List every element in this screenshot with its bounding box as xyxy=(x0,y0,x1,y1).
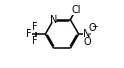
Text: O: O xyxy=(88,23,96,33)
Text: N: N xyxy=(50,15,57,25)
Text: −: − xyxy=(91,22,98,31)
Text: F: F xyxy=(26,29,32,39)
Text: F: F xyxy=(31,36,37,46)
Text: F: F xyxy=(31,22,37,32)
Text: Cl: Cl xyxy=(71,5,81,15)
Text: N: N xyxy=(83,29,91,39)
Text: O: O xyxy=(83,37,91,47)
Text: +: + xyxy=(86,28,92,37)
Circle shape xyxy=(51,17,56,22)
